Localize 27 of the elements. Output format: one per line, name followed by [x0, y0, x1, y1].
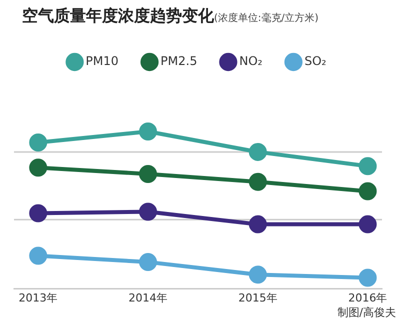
- chart-title: 空气质量年度浓度趋势变化: [22, 6, 214, 25]
- point: [248, 142, 267, 161]
- legend-label: SO₂: [304, 54, 327, 68]
- chart-subtitle: (浓度单位:毫克/立方米): [214, 13, 319, 24]
- x-tick-label: 2015年: [238, 291, 278, 304]
- x-tick-label: 2016年: [348, 291, 388, 304]
- point: [248, 215, 267, 234]
- point: [248, 172, 267, 191]
- text: 制图/高俊夫: [337, 305, 396, 320]
- point: [29, 158, 48, 177]
- point: [29, 204, 48, 222]
- legend-label: PM10: [86, 54, 119, 68]
- point: [29, 134, 48, 152]
- point: [139, 253, 158, 272]
- point: [358, 182, 377, 200]
- point: [29, 246, 48, 265]
- point: [358, 215, 377, 234]
- x-tick-label: 2013年: [18, 291, 58, 304]
- point: [248, 266, 267, 284]
- point: [139, 164, 158, 183]
- x-tick-label: 2014年: [128, 291, 168, 304]
- legend-label: NO₂: [239, 54, 263, 68]
- point: [358, 157, 377, 176]
- legend-label: PM2.5: [160, 54, 198, 68]
- point: [358, 268, 377, 287]
- point: [139, 202, 158, 221]
- point: [139, 122, 158, 140]
